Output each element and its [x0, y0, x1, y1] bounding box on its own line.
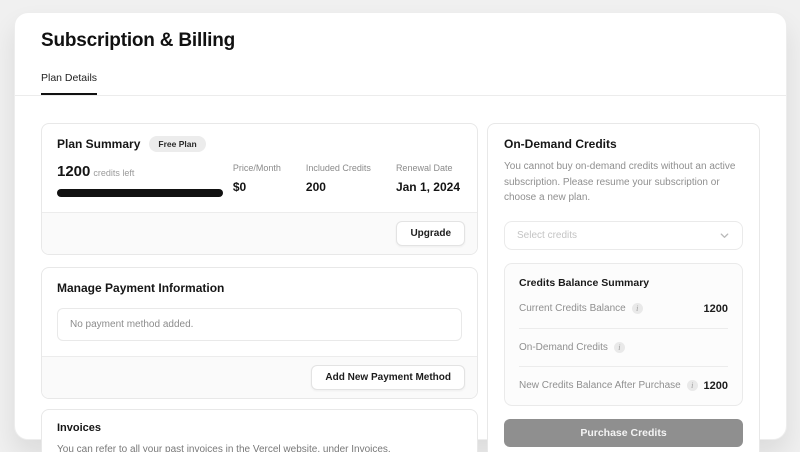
credits-balance-summary: Credits Balance Summary Current Credits … — [504, 262, 743, 406]
stat-renewal-date: Renewal Date Jan 1, 2024 — [396, 163, 460, 197]
plan-summary-main: 1200 credits left Price/Month $0 — [57, 163, 462, 197]
credits-left-label: credits left — [93, 168, 135, 178]
stat-value: $0 — [232, 180, 247, 194]
invoices-title: Invoices — [57, 422, 102, 434]
credits-progress-bar — [57, 189, 223, 197]
stat-label: Renewal Date — [395, 163, 453, 173]
summary-row-current-balance: Current Credits Balance i 1200 — [519, 290, 728, 329]
info-icon[interactable]: i — [613, 341, 625, 353]
payment-footer: Add New Payment Method — [42, 356, 477, 398]
plan-summary-header: Plan Summary Free Plan — [57, 136, 462, 152]
credits-progress-fill — [57, 189, 223, 197]
plan-stats: Price/Month $0 Included Credits 200 Rene… — [233, 163, 462, 197]
on-demand-credits-card: On-Demand Credits You cannot buy on-dema… — [487, 123, 760, 452]
row-label: On-Demand Credits — [519, 341, 608, 353]
stat-price-month: Price/Month $0 — [233, 163, 281, 197]
free-plan-badge: Free Plan — [149, 136, 206, 152]
header-divider — [15, 95, 786, 96]
plan-summary-title: Plan Summary — [57, 137, 141, 151]
invoices-body: Invoices You can refer to all your past … — [42, 410, 477, 452]
summary-row-new-balance: New Credits Balance After Purchase i 1200 — [519, 367, 728, 405]
stat-value: Jan 1, 2024 — [395, 180, 460, 194]
summary-row-on-demand: On-Demand Credits i — [519, 329, 728, 367]
row-label: New Credits Balance After Purchase — [519, 380, 681, 391]
credits-left-value: 1200 — [57, 163, 91, 180]
row-label: Current Credits Balance — [519, 303, 626, 314]
info-icon[interactable]: i — [631, 303, 643, 314]
purchase-credits-button[interactable]: Purchase Credits — [504, 418, 743, 447]
on-demand-description: You cannot buy on-demand credits without… — [504, 161, 736, 203]
left-column: Plan Summary Free Plan 1200 credits left — [41, 123, 478, 452]
invoices-description: You can refer to all your past invoices … — [57, 444, 391, 452]
content-area: Plan Summary Free Plan 1200 credits left — [15, 96, 786, 452]
stat-included-credits: Included Credits 200 — [306, 163, 371, 197]
select-credits-dropdown[interactable]: Select credits — [504, 220, 743, 250]
plan-summary-card: Plan Summary Free Plan 1200 credits left — [41, 123, 478, 255]
payment-body: Manage Payment Information No payment me… — [42, 268, 477, 356]
invoices-card: Invoices You can refer to all your past … — [41, 409, 478, 452]
row-value: 1200 — [703, 379, 728, 392]
plan-summary-body: Plan Summary Free Plan 1200 credits left — [42, 124, 477, 212]
payment-card: Manage Payment Information No payment me… — [41, 267, 478, 399]
stat-label: Included Credits — [305, 163, 371, 173]
add-payment-method-button[interactable]: Add New Payment Method — [311, 365, 465, 390]
select-credits-placeholder: Select credits — [517, 229, 578, 241]
payment-title: Manage Payment Information — [57, 281, 225, 295]
page-header: Subscription & Billing Plan Details — [15, 13, 786, 95]
billing-page-card: Subscription & Billing Plan Details Plan… — [14, 12, 787, 452]
chevron-down-icon — [720, 232, 729, 238]
stat-value: 200 — [305, 180, 326, 194]
credits-balance-summary-title: Credits Balance Summary — [519, 276, 650, 289]
row-value: 1200 — [703, 302, 728, 315]
upgrade-button[interactable]: Upgrade — [396, 221, 465, 246]
right-column: On-Demand Credits You cannot buy on-dema… — [487, 123, 760, 452]
plan-summary-footer: Upgrade — [42, 212, 477, 254]
page-title: Subscription & Billing — [41, 30, 236, 51]
on-demand-body: On-Demand Credits You cannot buy on-dema… — [488, 124, 759, 452]
payment-empty-message: No payment method added. — [57, 308, 462, 341]
stat-label: Price/Month — [232, 163, 281, 173]
tab-plan-details[interactable]: Plan Details — [41, 72, 98, 95]
info-icon[interactable]: i — [686, 380, 698, 391]
credits-block: 1200 credits left — [57, 163, 223, 197]
tab-bar: Plan Details — [41, 68, 760, 95]
on-demand-title: On-Demand Credits — [504, 137, 617, 151]
